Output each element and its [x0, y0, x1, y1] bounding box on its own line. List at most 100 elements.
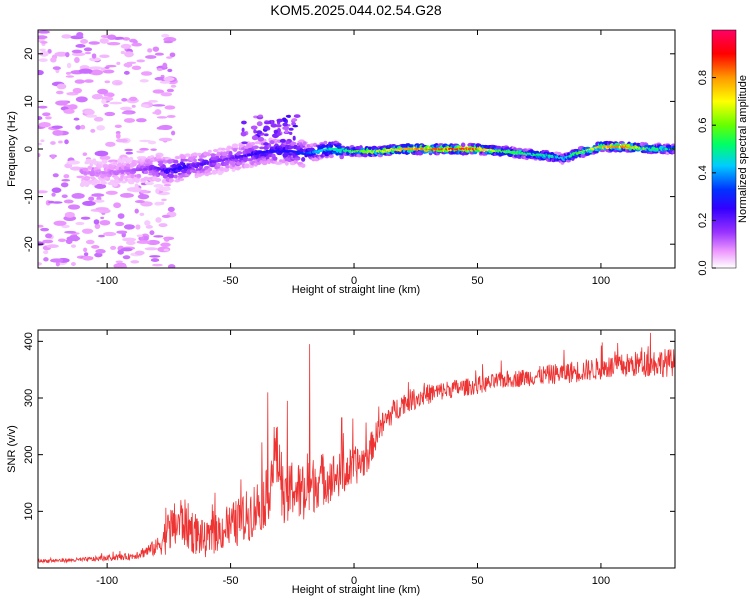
- spectrogram-cell: [51, 187, 62, 193]
- spectrogram-cell: [54, 51, 69, 57]
- spectrogram-cell: [64, 230, 77, 234]
- spectrogram-cell: [161, 33, 170, 38]
- spectrogram-cells: [38, 30, 675, 268]
- spectrogram-cell: [39, 50, 49, 57]
- spectrogram-cell: [115, 221, 125, 227]
- spectrogram-cell: [144, 181, 154, 186]
- snr-frame: [37, 329, 676, 569]
- spectrogram-cell: [231, 163, 236, 167]
- spectrogram-cell: [55, 100, 69, 106]
- spectrogram-cell: [91, 53, 97, 59]
- spectrogram-cell: [263, 142, 269, 146]
- spectrogram-cell: [122, 37, 131, 41]
- spectrogram-cell: [671, 150, 675, 154]
- spectrogram-cell: [124, 148, 133, 152]
- x-tick-label: 100: [592, 275, 610, 287]
- y-tick-label: 20: [23, 48, 35, 60]
- figure-title: KOM5.2025.044.02.54.G28: [270, 2, 441, 18]
- spectrogram-cell: [82, 255, 94, 261]
- spectrogram-x-ticks: -100 -50 0 50 100: [96, 30, 610, 287]
- spectrogram-cell: [173, 174, 178, 179]
- spectrogram-cell: [134, 250, 145, 256]
- spectrogram-cell: [38, 190, 48, 194]
- spectrogram-cell: [161, 164, 166, 170]
- y-tick-label: 10: [23, 95, 35, 107]
- spectrogram-cell: [256, 121, 263, 127]
- spectrogram-cell: [96, 125, 105, 131]
- spectrogram-cell: [215, 155, 220, 159]
- spectrogram-cell: [99, 219, 111, 226]
- spectrogram-cell: [153, 184, 164, 188]
- spectrogram-cell: [117, 213, 125, 219]
- colorbar-tick-label: 0.4: [697, 165, 709, 180]
- spectrogram-cell: [63, 174, 70, 179]
- spectrogram-cell: [192, 152, 198, 157]
- spectrogram-cell: [116, 230, 128, 234]
- spectrogram-cell: [125, 240, 136, 245]
- spectrogram-cell: [341, 145, 346, 149]
- y-tick-label: 0: [23, 146, 35, 152]
- x-tick-label: 100: [592, 575, 610, 587]
- spectrogram-cell: [56, 83, 67, 90]
- spectrogram-cell: [103, 231, 117, 237]
- spectrogram-cell: [282, 122, 288, 127]
- spectrogram-cell: [100, 67, 106, 71]
- spectrogram-cell: [284, 128, 289, 134]
- spectrogram-cell: [38, 105, 48, 109]
- spectrogram-cell: [270, 140, 275, 145]
- spectrogram-cell: [38, 116, 43, 121]
- spectrogram-cell: [513, 147, 517, 151]
- spectrogram-cell: [157, 160, 165, 164]
- spectrogram-cell: [339, 154, 345, 160]
- spectrogram-cell: [43, 257, 49, 262]
- spectrogram-cell: [270, 123, 278, 128]
- x-tick-label: -50: [223, 575, 239, 587]
- spectrogram-cell: [155, 188, 160, 194]
- spectrogram-cell: [52, 130, 64, 136]
- spectrogram-cell: [72, 235, 80, 242]
- spectrogram-cell: [152, 263, 163, 267]
- spectrogram-cell: [125, 151, 134, 155]
- spectrogram-cell: [50, 154, 56, 160]
- spectrogram-cell: [132, 40, 138, 44]
- spectrogram-cell: [167, 264, 176, 268]
- spectrogram-cell: [93, 199, 105, 203]
- spectrogram-cell: [117, 249, 124, 255]
- spectrogram-cell: [139, 79, 149, 83]
- spectrogram-cell: [207, 149, 212, 154]
- spectrogram-cell: [150, 148, 157, 151]
- spectrogram-cell: [82, 152, 88, 156]
- spectrogram-cell: [60, 182, 69, 188]
- spectrogram-cell: [95, 207, 109, 211]
- spectrogram-cell: [200, 172, 205, 176]
- spectrogram-cell: [120, 106, 132, 111]
- spectrogram-cell: [123, 224, 135, 230]
- spectrogram-cell: [51, 201, 63, 204]
- spectrogram-cell: [84, 79, 94, 83]
- spectrogram-cell: [80, 39, 89, 44]
- spectrogram-cell: [45, 233, 53, 239]
- spectrogram-cell: [166, 88, 175, 93]
- colorbar-ticks: 0.0 0.2 0.4 0.6 0.8: [697, 70, 716, 276]
- spectrogram-cell: [65, 75, 75, 78]
- spectrogram-cell: [168, 174, 175, 178]
- spectrogram-cell: [258, 114, 263, 118]
- spectrogram-cell: [134, 200, 145, 204]
- spectrogram-cell: [160, 201, 165, 206]
- spectrogram-cell: [293, 114, 301, 118]
- spectrogram-cell: [109, 101, 123, 105]
- spectrogram-cell: [136, 173, 141, 178]
- spectrogram-cell: [120, 43, 132, 49]
- spectrogram-cell: [88, 196, 95, 202]
- spectrogram-cell: [130, 260, 140, 264]
- spectrogram-cell: [144, 220, 151, 226]
- spectrogram-cell: [70, 166, 83, 171]
- spectrogram-cell: [169, 52, 176, 58]
- spectrogram-cell: [323, 140, 328, 145]
- spectrogram-cell: [263, 125, 270, 130]
- spectrogram-cell: [99, 54, 110, 58]
- spectrogram-cell: [115, 36, 125, 40]
- spectrogram-cell: [140, 189, 148, 194]
- spectrogram-cell: [52, 66, 61, 71]
